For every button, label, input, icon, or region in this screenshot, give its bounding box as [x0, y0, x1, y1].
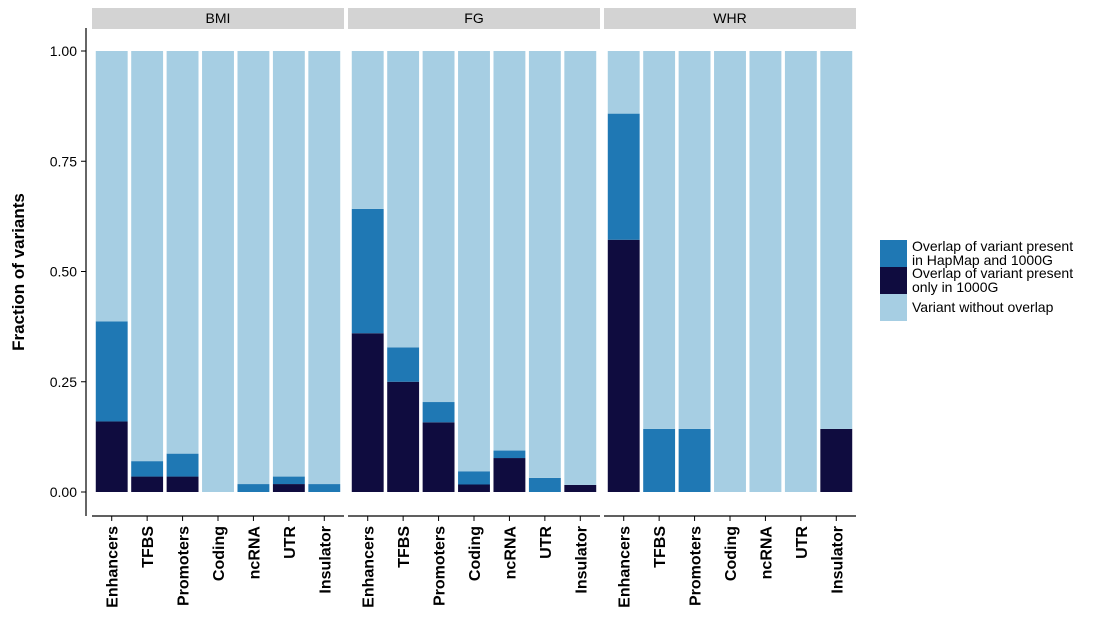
bar-segment-hapmap	[308, 484, 341, 492]
bar-segment-none	[202, 51, 234, 492]
bar-segment-only1000g	[458, 484, 490, 492]
facet-strip-label: FG	[464, 10, 483, 26]
bar-segment-hapmap	[237, 484, 270, 492]
bar-segment-hapmap	[493, 450, 526, 459]
facet-strip	[348, 8, 600, 29]
bar-segment-only1000g	[131, 476, 164, 492]
bar-segment-none	[820, 51, 853, 429]
bar-segment-hapmap	[422, 402, 455, 423]
x-tick-label: Enhancers	[105, 526, 122, 608]
bar-segment-none	[528, 51, 561, 478]
bar-segment-none	[95, 51, 128, 322]
x-tick-label: TFBS	[140, 526, 157, 568]
bar-segment-hapmap	[166, 453, 199, 477]
bar-segment-only1000g	[493, 458, 526, 492]
x-tick-label: ncRNA	[246, 526, 263, 580]
bar-segment-only1000g	[95, 421, 128, 492]
legend-swatch-none	[880, 294, 907, 321]
legend-label: Overlap of variant present	[912, 238, 1073, 254]
x-tick-label: Enhancers	[617, 526, 634, 608]
legend-label: only in 1000G	[912, 279, 998, 295]
bar-segment-none	[387, 51, 420, 348]
y-axis-title: Fraction of variants	[9, 193, 28, 351]
bar-segment-none	[272, 51, 305, 477]
x-tick-label: Enhancers	[361, 526, 378, 608]
x-tick-label: Promoters	[688, 526, 705, 606]
bar-segment-only1000g	[351, 333, 384, 492]
x-tick-label: UTR	[794, 526, 811, 559]
bar-segment-hapmap	[607, 113, 640, 240]
bar-segment-none	[607, 51, 640, 114]
facet-strip	[92, 8, 344, 29]
bar-segment-hapmap	[272, 476, 305, 485]
x-tick-label: Insulator	[573, 526, 590, 594]
bar-segment-hapmap	[351, 208, 384, 334]
bar-segment-none	[351, 51, 384, 209]
y-tick-label: 0.75	[50, 153, 77, 169]
bar-segment-only1000g	[166, 476, 199, 492]
x-tick-label: Coding	[723, 526, 740, 581]
bar-segment-none	[458, 51, 490, 472]
x-tick-label: Insulator	[829, 526, 846, 594]
bar-segment-only1000g	[564, 484, 597, 492]
bar-segment-only1000g	[820, 428, 853, 492]
legend-label: Overlap of variant present	[912, 265, 1073, 281]
bar-segment-hapmap	[678, 428, 711, 492]
bar-segment-none	[714, 51, 746, 492]
bar-segment-hapmap	[95, 321, 128, 422]
bar-segment-hapmap	[643, 428, 676, 492]
bar-segment-hapmap	[528, 477, 561, 492]
x-tick-label: Promoters	[176, 526, 193, 606]
x-tick-label: UTR	[282, 526, 299, 559]
legend-label: in HapMap and 1000G	[912, 252, 1053, 268]
x-tick-label: Insulator	[317, 526, 334, 594]
x-tick-label: Coding	[211, 526, 228, 581]
y-tick-label: 0.00	[50, 484, 77, 500]
y-tick-label: 1.00	[50, 43, 77, 59]
x-tick-label: TFBS	[652, 526, 669, 568]
bar-segment-only1000g	[387, 381, 420, 492]
bar-segment-none	[749, 51, 782, 492]
x-tick-label: Coding	[467, 526, 484, 581]
x-tick-label: Promoters	[432, 526, 449, 606]
bar-segment-none	[166, 51, 199, 454]
bar-segment-none	[643, 51, 676, 429]
bar-segment-only1000g	[607, 239, 640, 492]
y-tick-label: 0.25	[50, 374, 77, 390]
bar-segment-hapmap	[458, 471, 490, 485]
bar-segment-none	[564, 51, 597, 485]
bar-segment-hapmap	[131, 461, 164, 477]
bar-segment-only1000g	[422, 422, 455, 492]
legend-label: Variant without overlap	[912, 299, 1054, 315]
x-tick-label: ncRNA	[502, 526, 519, 580]
facet-strip-label: BMI	[206, 10, 231, 26]
bar-segment-none	[131, 51, 164, 462]
bar-segment-none	[308, 51, 341, 485]
x-tick-label: ncRNA	[758, 526, 775, 580]
bar-segment-only1000g	[272, 484, 305, 492]
bar-segment-none	[493, 51, 526, 451]
x-tick-label: UTR	[538, 526, 555, 559]
y-tick-label: 0.50	[50, 264, 77, 280]
legend-swatch-hapmap	[880, 240, 907, 267]
bar-segment-none	[237, 51, 270, 485]
legend-swatch-only1000g	[880, 267, 907, 294]
x-tick-label: TFBS	[396, 526, 413, 568]
bar-segment-none	[678, 51, 711, 429]
bar-segment-none	[784, 51, 817, 492]
facet-strip	[604, 8, 856, 29]
bar-segment-hapmap	[387, 347, 420, 382]
bar-segment-none	[422, 51, 455, 403]
facet-strip-label: WHR	[713, 10, 746, 26]
